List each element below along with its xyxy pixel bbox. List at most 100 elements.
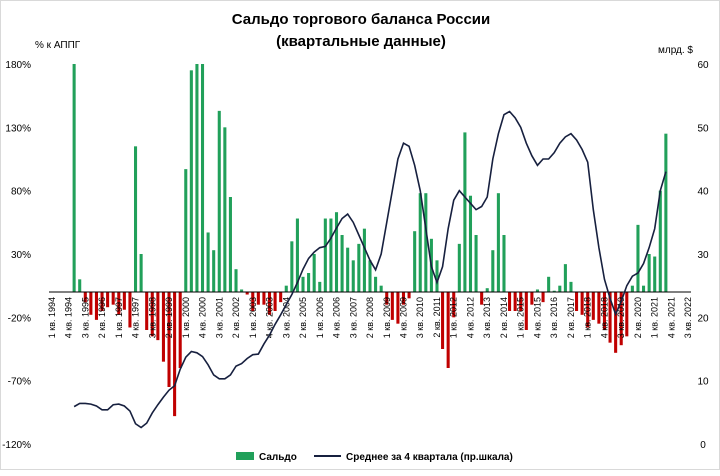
x-tick-label: 2 кв. 1996 [97, 297, 107, 338]
bar [541, 292, 545, 303]
bar [128, 292, 132, 328]
x-tick-label: 3 кв. 2022 [683, 297, 693, 338]
bar [240, 289, 244, 292]
bar [625, 292, 629, 337]
legend-bar-swatch [236, 452, 254, 460]
bar [178, 292, 182, 368]
bar [508, 292, 512, 311]
x-tick-label: 3 кв. 2013 [482, 297, 492, 338]
bar [284, 285, 288, 292]
left-axis-label: % к АППГ [35, 40, 81, 51]
bar [267, 292, 272, 315]
bar [200, 64, 205, 292]
bar [273, 292, 277, 311]
bar [173, 292, 177, 417]
bar [340, 235, 344, 292]
bar [318, 281, 322, 292]
bar [457, 243, 461, 292]
left-tick-label: -70% [8, 377, 31, 388]
bar [535, 289, 540, 292]
bar [653, 256, 657, 292]
bar [608, 292, 612, 343]
bar [530, 292, 534, 305]
right-tick-label: 30 [697, 250, 709, 261]
left-tick-label: -20% [8, 313, 31, 324]
bar [552, 290, 556, 292]
bar [256, 292, 260, 305]
right-tick-label: 60 [697, 60, 709, 71]
bar [145, 292, 149, 330]
chart-title-line2: (квартальные данные) [276, 33, 446, 50]
x-tick-label: 1 кв. 1997 [114, 297, 124, 338]
bar [156, 292, 160, 341]
bar [290, 241, 294, 292]
bar [206, 232, 210, 292]
right-axis-label: млрд. $ [658, 45, 693, 56]
bar [134, 146, 138, 292]
bar [468, 195, 473, 292]
x-tick-label: 1 кв. 2018 [583, 297, 593, 338]
bar [72, 64, 76, 292]
bar [217, 110, 221, 293]
bar [452, 292, 456, 318]
bar [413, 231, 417, 292]
x-tick-label: 1 кв. 2006 [315, 297, 325, 338]
right-tick-label: 50 [697, 123, 709, 134]
x-tick-label: 1 кв. 2015 [516, 297, 526, 338]
bar [334, 212, 339, 292]
bar [664, 133, 668, 292]
x-tick-label: 3 кв. 2007 [348, 297, 358, 338]
bar [139, 254, 143, 292]
bar [630, 285, 634, 292]
bar [83, 292, 87, 303]
left-tick-label: -120% [2, 440, 31, 451]
bar [379, 285, 383, 292]
x-tick-label: 1 кв. 2021 [650, 297, 660, 338]
bar [563, 264, 567, 292]
bar [569, 281, 573, 292]
bar [111, 292, 115, 305]
bar [513, 292, 517, 311]
right-tick-label: 0 [700, 440, 706, 451]
bar [446, 292, 450, 368]
x-tick-label: 2 кв. 2017 [566, 297, 576, 338]
bar [117, 292, 121, 315]
x-tick-label: 4 кв. 2009 [399, 297, 409, 338]
average-line [73, 110, 667, 429]
x-tick-label: 3 кв. 2001 [214, 297, 224, 338]
x-tick-label: 3 кв. 2010 [415, 297, 425, 338]
bar [307, 273, 311, 292]
bar [485, 288, 489, 292]
left-tick-label: 30% [11, 250, 31, 261]
right-tick-label: 20 [697, 313, 709, 324]
bar [441, 292, 445, 349]
x-tick-label: 1 кв. 2012 [449, 297, 459, 338]
x-tick-label: 2 кв. 2005 [298, 297, 308, 338]
left-tick-label: 180% [5, 60, 31, 71]
bar [262, 292, 266, 305]
bar [480, 292, 484, 305]
bar [100, 292, 104, 311]
left-tick-label: 130% [5, 123, 31, 134]
bar [346, 247, 350, 292]
bar [524, 292, 528, 330]
bar [195, 64, 199, 292]
bar [597, 292, 601, 324]
chart-title-line1: Сальдо торгового баланса России [232, 11, 491, 28]
x-tick-label: 2 кв. 2011 [432, 297, 442, 338]
x-tick-label: 4 кв. 2021 [666, 297, 676, 338]
bar [547, 276, 551, 292]
bar [251, 292, 255, 311]
x-tick-label: 4 кв. 2015 [532, 297, 542, 338]
bar [496, 193, 500, 292]
bar [228, 197, 232, 292]
bar [362, 228, 366, 292]
x-tick-label: 2 кв. 2002 [231, 297, 241, 338]
bar [591, 292, 595, 320]
left-axis-ticks: 180% 130% 80% 30% -20% -70% -120% [2, 60, 31, 451]
bar [642, 285, 646, 292]
bar [234, 269, 238, 292]
bar [122, 292, 126, 310]
